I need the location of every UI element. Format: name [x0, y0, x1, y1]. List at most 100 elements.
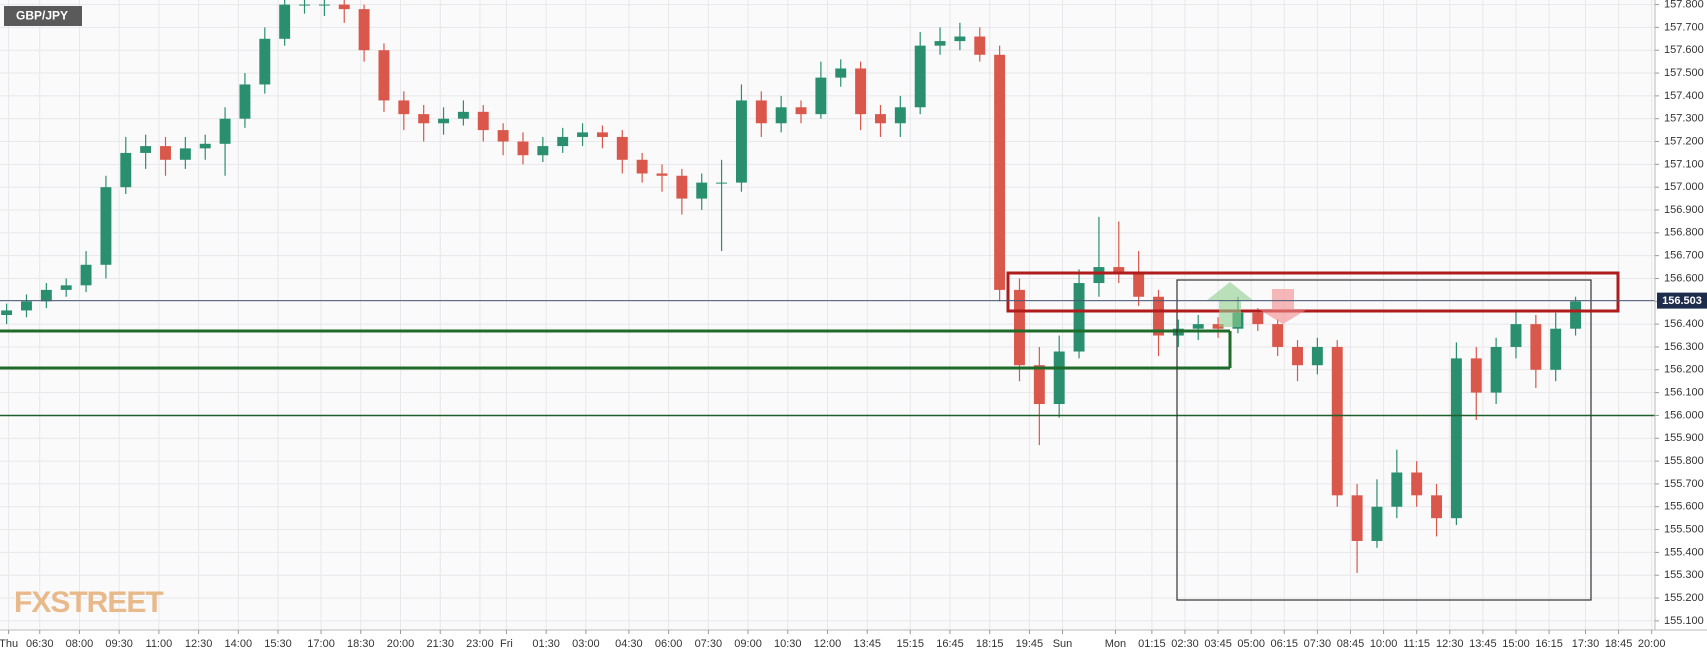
x-tick-label: 15:00 — [1502, 638, 1530, 650]
x-tick-label: 16:15 — [1535, 638, 1563, 650]
y-tick-label: 155.700 — [1664, 478, 1704, 490]
y-tick-label: 155.300 — [1664, 569, 1704, 581]
x-tick-label: 12:30 — [1436, 638, 1464, 650]
y-tick-label: 157.400 — [1664, 90, 1704, 102]
candle-body — [656, 173, 668, 176]
candle-body — [438, 118, 450, 124]
y-tick-label: 156.600 — [1664, 272, 1704, 284]
candle-body — [80, 264, 92, 286]
y-tick-label: 157.300 — [1664, 113, 1704, 125]
candle-body — [974, 36, 986, 55]
candle-body — [239, 84, 251, 119]
candle-body — [874, 114, 886, 124]
box — [1176, 279, 1592, 601]
candle-body — [1212, 324, 1224, 329]
candle-body — [914, 45, 926, 108]
candle-body — [1153, 296, 1164, 336]
x-tick-label: 19:45 — [1016, 638, 1044, 650]
candle-body — [1490, 346, 1502, 393]
x-tick-label: 23:00 — [466, 638, 494, 650]
candle-body — [517, 141, 529, 156]
candle-body — [378, 50, 390, 101]
candle-body — [1411, 472, 1423, 496]
candle-body — [1093, 267, 1105, 284]
candle-body — [1, 310, 13, 315]
candle-body — [160, 146, 171, 160]
last-price-label: 156.503 — [1662, 295, 1702, 307]
candle-body — [299, 4, 310, 6]
x-tick-label: 21:30 — [426, 638, 454, 650]
candle-body — [636, 159, 648, 174]
x-tick-label: 13:45 — [853, 638, 881, 650]
candle-body — [318, 4, 330, 6]
candle-body — [1530, 324, 1542, 370]
annotations — [0, 271, 1655, 601]
x-tick-label: 06:15 — [1271, 638, 1299, 650]
y-tick-label: 157.000 — [1664, 181, 1704, 193]
candle-body — [934, 41, 946, 46]
candle-body — [596, 132, 608, 137]
candle-body — [1331, 346, 1343, 496]
candle-body — [855, 68, 867, 115]
x-tick-label: 12:00 — [814, 638, 842, 650]
x-tick-label: 06:30 — [26, 638, 54, 650]
x-tick-label: 07:30 — [695, 638, 723, 650]
x-tick-label: 20:00 — [1638, 638, 1666, 650]
y-tick-label: 156.200 — [1664, 364, 1704, 376]
x-tick-label: 20:00 — [387, 638, 415, 650]
x-tick-label: 15:30 — [264, 638, 292, 650]
candle-body — [994, 54, 1006, 290]
candle-body — [398, 100, 410, 115]
y-tick-label: 155.100 — [1664, 615, 1704, 627]
y-tick-label: 156.900 — [1664, 204, 1704, 216]
candle-body — [1192, 324, 1204, 329]
candle-body — [557, 136, 569, 147]
candle-body — [1550, 328, 1562, 370]
candle-body — [457, 111, 469, 119]
down-arrow — [1260, 289, 1306, 324]
candle-body — [279, 4, 291, 39]
candle-body — [21, 301, 32, 311]
candle-body — [1371, 506, 1383, 541]
x-tick-label: 11:00 — [146, 638, 173, 650]
candle-body — [894, 107, 906, 124]
x-tick-label: 18:15 — [976, 638, 1004, 650]
candle-body — [716, 182, 728, 184]
candle-body — [100, 187, 112, 265]
y-tick-label: 156.700 — [1664, 250, 1704, 262]
x-tick-label: 06:00 — [655, 638, 683, 650]
candle-body — [1470, 358, 1482, 393]
candle-body — [1292, 346, 1303, 366]
candle-body — [815, 77, 827, 115]
y-tick-label: 155.500 — [1664, 523, 1704, 535]
x-tick-label: 09:30 — [105, 638, 133, 650]
candle-body — [1391, 472, 1403, 507]
x-tick-label: 09:00 — [734, 638, 762, 650]
candle-body — [179, 148, 191, 160]
x-tick-label: 03:00 — [572, 638, 600, 650]
y-tick-label: 155.800 — [1664, 455, 1704, 467]
candle-body — [120, 152, 132, 188]
x-tick-label: 14:00 — [225, 638, 253, 650]
x-tick-label: 04:30 — [615, 638, 643, 650]
chart-title: GBP/JPY — [16, 9, 68, 23]
y-tick-label: 155.600 — [1664, 501, 1704, 513]
x-tick-label: 18:30 — [347, 638, 375, 650]
candle-body — [1431, 495, 1443, 519]
x-tick-label: 13:45 — [1469, 638, 1497, 650]
candle-body — [199, 143, 211, 149]
last-price-box — [1657, 292, 1707, 309]
y-tick-label: 157.800 — [1664, 0, 1704, 10]
x-tick-label: 17:30 — [1572, 638, 1600, 650]
x-tick-label: 11:15 — [1403, 638, 1430, 650]
candle-body — [795, 107, 807, 115]
y-tick-label: 156.300 — [1664, 341, 1704, 353]
x-tick-label: Fri — [500, 638, 513, 650]
x-tick-label: 08:45 — [1337, 638, 1365, 650]
x-tick-label: 08:00 — [66, 638, 94, 650]
candle-body — [775, 107, 787, 124]
x-tick-label: Thu — [0, 638, 18, 650]
candle-body — [696, 182, 708, 199]
candle-body — [1133, 273, 1145, 297]
